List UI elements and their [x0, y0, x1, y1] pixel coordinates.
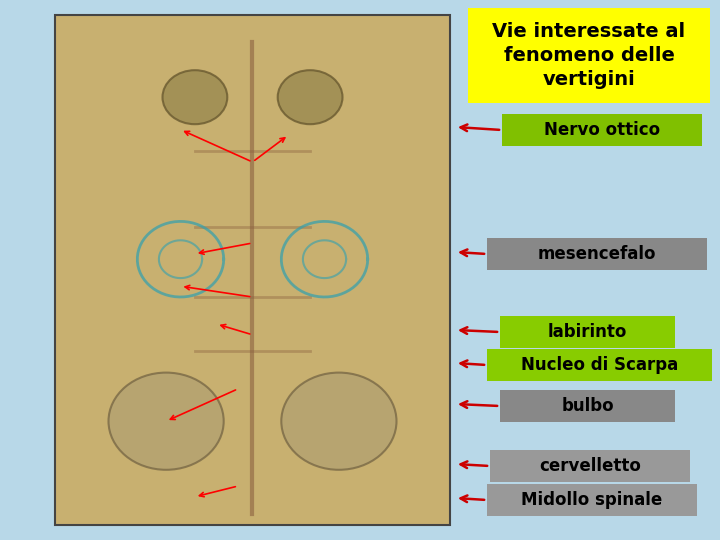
FancyBboxPatch shape	[468, 8, 710, 103]
Text: mesencefalo: mesencefalo	[538, 245, 656, 263]
FancyBboxPatch shape	[500, 316, 675, 348]
Ellipse shape	[109, 373, 224, 470]
FancyBboxPatch shape	[55, 15, 450, 525]
Ellipse shape	[278, 70, 343, 124]
FancyBboxPatch shape	[487, 484, 697, 516]
Text: labirinto: labirinto	[548, 323, 627, 341]
Ellipse shape	[163, 70, 228, 124]
Text: Vie interessate al
fenomeno delle
vertigini: Vie interessate al fenomeno delle vertig…	[492, 22, 685, 89]
FancyBboxPatch shape	[490, 450, 690, 482]
FancyBboxPatch shape	[487, 238, 707, 270]
Text: bulbo: bulbo	[561, 397, 614, 415]
FancyBboxPatch shape	[502, 114, 702, 146]
Text: Nervo ottico: Nervo ottico	[544, 121, 660, 139]
FancyBboxPatch shape	[500, 390, 675, 422]
Text: cervelletto: cervelletto	[539, 457, 641, 475]
FancyBboxPatch shape	[487, 349, 712, 381]
Ellipse shape	[282, 373, 397, 470]
Text: Nucleo di Scarpa: Nucleo di Scarpa	[521, 356, 678, 374]
Text: Midollo spinale: Midollo spinale	[521, 491, 662, 509]
